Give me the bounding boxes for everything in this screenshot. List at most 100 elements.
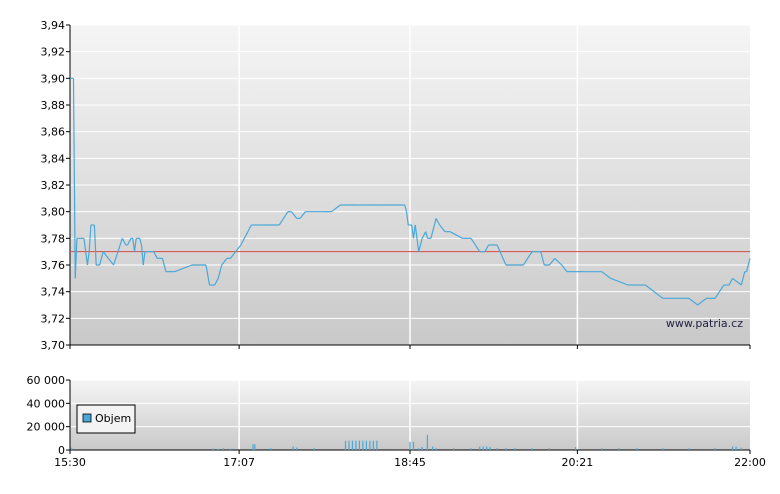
price-line-segment bbox=[107, 257, 115, 266]
volume-x-tick-label: 22:00 bbox=[734, 456, 766, 469]
volume-bar bbox=[740, 447, 742, 450]
price-line-segment bbox=[496, 244, 507, 266]
volume-bar bbox=[496, 448, 498, 450]
price-line-segment bbox=[331, 204, 341, 213]
price-line-segment bbox=[247, 224, 252, 232]
volume-y-tick-label: 60 000 bbox=[27, 374, 66, 387]
price-line-segment bbox=[74, 238, 78, 279]
volume-y-tick-label: 20 000 bbox=[27, 421, 66, 434]
volume-bar bbox=[355, 440, 357, 450]
price-line-segment bbox=[235, 244, 242, 253]
volume-bar bbox=[358, 440, 361, 450]
volume-bar bbox=[601, 448, 603, 450]
price-line-segment bbox=[601, 271, 611, 279]
price-line-segment bbox=[430, 218, 437, 239]
price-line-segment bbox=[161, 258, 167, 272]
volume-bar bbox=[575, 447, 577, 450]
volume-panel: 0 20 000 40 000 60 000 15:30 17:07 18:45 20:21 2… bbox=[27, 374, 766, 469]
price-line-segment bbox=[133, 238, 137, 252]
price-line-segment bbox=[522, 251, 533, 266]
price-y-tick-label: 3,92 bbox=[41, 46, 66, 59]
price-line-segment bbox=[299, 211, 306, 219]
volume-bar bbox=[372, 440, 374, 450]
volume-bar bbox=[362, 440, 364, 450]
price-line-segment bbox=[121, 238, 127, 246]
price-y-tick-label: 3,88 bbox=[41, 99, 66, 112]
volume-y-tick-label: 0 bbox=[58, 444, 65, 457]
price-line-segment bbox=[243, 231, 249, 239]
price-line-segment bbox=[554, 257, 563, 266]
volume-bar bbox=[470, 448, 472, 450]
price-line-segment bbox=[435, 218, 441, 226]
price-line-segment bbox=[421, 231, 427, 239]
volume-bar bbox=[426, 434, 429, 450]
price-y-tick-label: 3,82 bbox=[41, 179, 66, 192]
price-line-segment bbox=[278, 211, 289, 226]
price-line-segment bbox=[99, 251, 104, 266]
legend-swatch bbox=[82, 413, 92, 423]
price-panel: 3,70 3,72 3,74 3,76 3,78 3,80 3,82 3,84 3,86 3,88… bbox=[41, 19, 751, 352]
price-line-segment bbox=[549, 257, 556, 266]
price-y-tick-label: 3,86 bbox=[41, 126, 66, 139]
price-line-segment bbox=[217, 264, 223, 279]
volume-bar bbox=[412, 441, 415, 450]
price-y-tick-label: 3,70 bbox=[41, 339, 66, 352]
volume-bar bbox=[735, 446, 737, 450]
price-line-segment bbox=[72, 78, 76, 279]
volume-bar bbox=[435, 448, 437, 450]
price-line-segment bbox=[221, 257, 228, 266]
price-line-segment bbox=[714, 284, 725, 299]
price-y-tick-label: 3,80 bbox=[41, 206, 66, 219]
price-line-segment bbox=[728, 278, 734, 286]
price-line-segment bbox=[745, 258, 751, 272]
price-line-segment bbox=[418, 238, 423, 252]
volume-bar bbox=[688, 448, 690, 450]
price-line-segment bbox=[449, 231, 463, 239]
volume-bar bbox=[313, 448, 315, 450]
volume-bar bbox=[418, 448, 420, 450]
price-y-tick-label: 3,90 bbox=[41, 72, 66, 85]
price-line-segment bbox=[425, 231, 429, 239]
volume-bar bbox=[505, 448, 507, 450]
price-line-segment bbox=[229, 251, 237, 259]
price-line-segment bbox=[214, 278, 219, 286]
price-line-segment bbox=[290, 211, 298, 219]
price-line-segment bbox=[113, 238, 123, 266]
volume-bar bbox=[348, 440, 350, 450]
price-line-segment bbox=[484, 244, 489, 252]
price-line-segment bbox=[174, 264, 193, 273]
volume-x-tick-label: 18:45 bbox=[394, 456, 426, 469]
volume-x-tick-label: 15:30 bbox=[54, 456, 86, 469]
price-line-segment bbox=[153, 251, 158, 259]
price-line-segment bbox=[540, 251, 545, 266]
volume-x-tick-label: 20:21 bbox=[562, 456, 594, 469]
volume-bar bbox=[636, 448, 638, 450]
volume-bar bbox=[662, 448, 664, 450]
volume-bar bbox=[482, 446, 484, 450]
volume-bar bbox=[365, 440, 368, 450]
volume-bar bbox=[409, 441, 411, 450]
price-line-segment bbox=[404, 204, 408, 212]
price-y-tick-label: 3,72 bbox=[41, 312, 66, 325]
price-y-tick-label: 3,78 bbox=[41, 232, 66, 245]
volume-legend: Objem bbox=[76, 404, 136, 434]
volume-bar bbox=[369, 440, 371, 450]
price-line-segment bbox=[240, 238, 245, 246]
price-line-segment bbox=[102, 251, 109, 259]
price-line-segment bbox=[414, 224, 420, 252]
price-y-tick-label: 3,94 bbox=[41, 19, 66, 32]
price-line-segment bbox=[439, 224, 446, 233]
price-line-segment bbox=[610, 277, 629, 286]
price-line-segment bbox=[732, 277, 742, 286]
price-line-segment bbox=[86, 251, 90, 266]
volume-bar bbox=[421, 447, 423, 450]
volume-y-tick-label: 40 000 bbox=[27, 397, 66, 410]
volume-bar bbox=[452, 448, 455, 450]
volume-bar bbox=[514, 448, 516, 450]
volume-bar bbox=[489, 447, 491, 450]
volume-bar bbox=[71, 447, 73, 450]
price-line-segment bbox=[139, 238, 143, 246]
volume-bar bbox=[254, 444, 256, 450]
